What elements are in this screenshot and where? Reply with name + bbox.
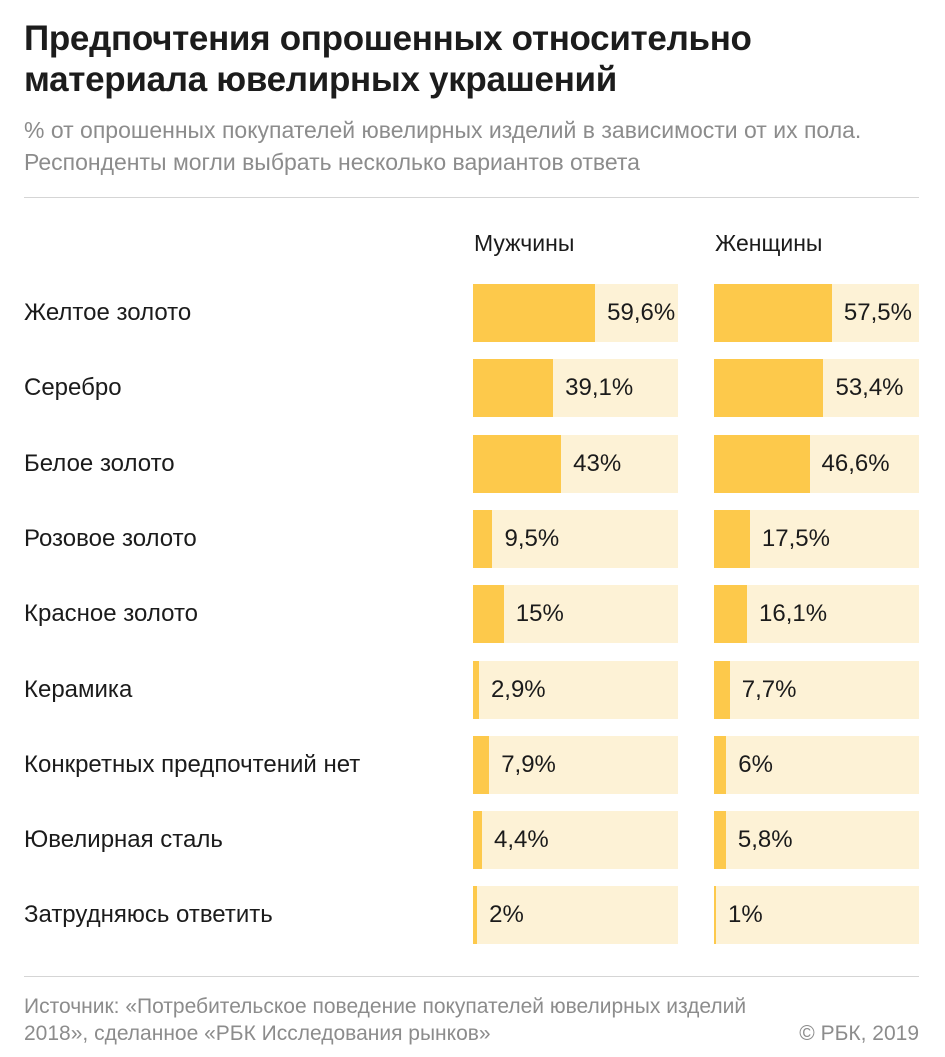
bar-track: 53,4%	[714, 359, 919, 417]
bar	[714, 359, 824, 417]
data-label: 59,6%	[607, 299, 676, 326]
bar-track: 5,8%	[714, 811, 919, 869]
data-label: 7,7%	[741, 676, 797, 703]
category-label: Белое золото	[24, 450, 175, 477]
bar	[473, 736, 490, 794]
bar	[473, 510, 493, 568]
bar-track: 57,5%	[714, 284, 919, 342]
bar	[473, 886, 478, 944]
category-label: Розовое золото	[24, 525, 197, 552]
copyright: © РБК, 2019	[799, 1022, 919, 1045]
bar	[473, 585, 504, 643]
series-header-women: Женщины	[715, 230, 823, 256]
bar	[473, 811, 483, 869]
data-label: 5,8%	[737, 826, 793, 853]
bar-track: 2%	[473, 886, 678, 944]
data-label: 17,5%	[761, 525, 830, 552]
source-note: Источник: «Потребительское поведение пок…	[24, 995, 747, 1045]
category-label: Керамика	[24, 676, 133, 703]
bar-track: 9,5%	[473, 510, 678, 568]
top-divider	[24, 197, 919, 198]
data-label: 16,1%	[759, 600, 828, 627]
data-label: 46,6%	[821, 450, 890, 477]
data-label: 9,5%	[504, 525, 560, 552]
bar-track: 17,5%	[714, 510, 919, 568]
bar-track: 16,1%	[714, 585, 919, 643]
bar-track: 46,6%	[714, 435, 919, 493]
category-label: Серебро	[24, 374, 122, 401]
bar	[473, 661, 479, 719]
category-label: Ювелирная сталь	[24, 826, 223, 853]
bar	[714, 811, 726, 869]
data-label: 53,4%	[835, 374, 904, 401]
chart-title: Предпочтения опрошенных относительно мат…	[24, 19, 752, 99]
bar-track: 2,9%	[473, 661, 678, 719]
bar-track: 7,9%	[473, 736, 678, 794]
bar-track: 4,4%	[473, 811, 678, 869]
bar-track: 59,6%	[473, 284, 678, 342]
data-label: 57,5%	[843, 299, 912, 326]
bar-track: 39,1%	[473, 359, 678, 417]
bar	[714, 510, 750, 568]
bar	[714, 661, 730, 719]
bar-track: 1%	[714, 886, 919, 944]
data-label: 4,4%	[494, 826, 549, 853]
category-label: Конкретных предпочтений нет	[24, 751, 361, 778]
data-label: 43%	[573, 450, 622, 477]
bar	[714, 435, 810, 493]
bar-track: 6%	[714, 736, 919, 794]
bar	[473, 435, 562, 493]
data-label: 7,9%	[501, 751, 556, 778]
data-label: 39,1%	[565, 374, 634, 401]
category-label: Затрудняюсь ответить	[24, 901, 273, 928]
data-label: 2%	[489, 901, 524, 928]
chart-subtitle: % от опрошенных покупателей ювелирных из…	[24, 117, 862, 175]
category-label: Красное золото	[24, 600, 199, 627]
series-header-men: Мужчины	[474, 230, 575, 256]
data-label: 2,9%	[490, 676, 546, 703]
bar	[473, 359, 554, 417]
bar-track: 43%	[473, 435, 678, 493]
bar	[714, 736, 727, 794]
data-label: 15%	[515, 600, 564, 627]
bar	[714, 886, 717, 944]
data-label: 1%	[728, 901, 763, 928]
data-label: 6%	[738, 751, 773, 778]
bottom-divider	[24, 976, 919, 977]
bar	[473, 284, 596, 342]
category-label: Желтое золото	[24, 299, 192, 326]
bar	[714, 284, 832, 342]
bar	[714, 585, 747, 643]
bar-track: 7,7%	[714, 661, 919, 719]
bar-track: 15%	[473, 585, 678, 643]
